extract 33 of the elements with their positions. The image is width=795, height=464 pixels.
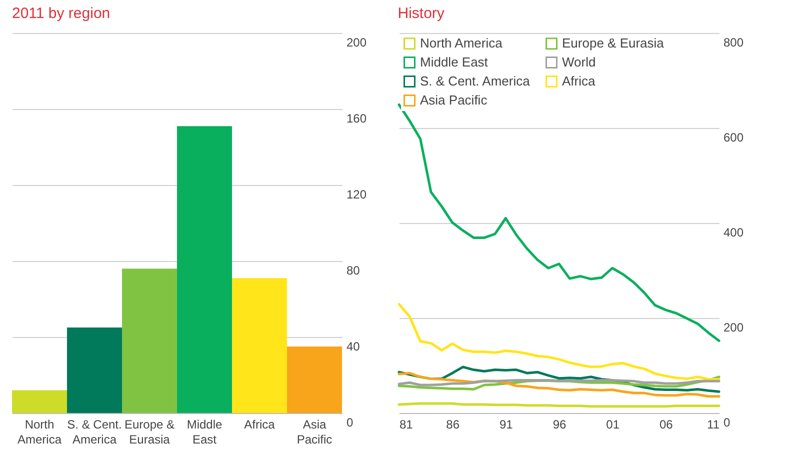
chart-title: 2011 by region: [12, 5, 110, 22]
x-tick-label: 01: [606, 418, 620, 432]
legend-label: Middle East: [420, 54, 488, 70]
y-tick-label: 400: [724, 226, 744, 240]
y-tick-label: 160: [346, 112, 367, 126]
x-tick-label: 86: [446, 418, 460, 432]
x-tick-label: S. & Cent. America: [67, 418, 122, 446]
x-tick-label: Asia Pacific: [296, 418, 332, 446]
y-tick-label: 120: [346, 188, 367, 202]
y-tick-label: 200: [346, 36, 367, 50]
y-tick-label: 200: [724, 320, 744, 334]
y-tick-label: 40: [346, 340, 360, 354]
x-tick-label: Europe & Eurasia: [124, 418, 175, 446]
x-tick-label: North America: [17, 418, 62, 446]
legend-label: S. & Cent. America: [420, 74, 531, 88]
x-tick-label: 06: [659, 418, 674, 432]
x-tick-label: 11: [707, 418, 720, 432]
legend-label: Europe & Eurasia: [562, 36, 665, 51]
y-tick-label: 0: [724, 416, 730, 430]
x-tick-label: 81: [400, 418, 414, 432]
legend-label: Asia Pacific: [420, 92, 488, 108]
x-tick-label: 91: [499, 418, 514, 432]
legend-label: North America: [420, 36, 504, 51]
legend-label: World: [562, 54, 596, 70]
y-tick-label: 0: [346, 416, 354, 430]
y-tick-label: 800: [724, 36, 744, 50]
y-tick-label: 600: [724, 130, 744, 144]
x-tick-label: Middle East: [186, 418, 222, 446]
x-tick-label: Africa: [244, 418, 276, 432]
legend-label: Africa: [562, 74, 596, 88]
y-tick-label: 80: [346, 264, 360, 278]
x-tick-label: 96: [552, 418, 566, 432]
chart-title: History: [398, 5, 445, 22]
